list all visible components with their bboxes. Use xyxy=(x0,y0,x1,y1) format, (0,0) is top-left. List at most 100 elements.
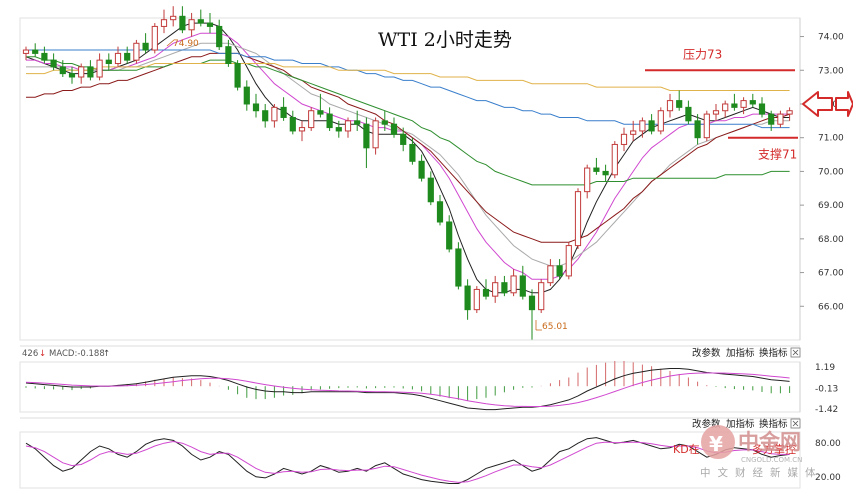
candle xyxy=(68,66,76,84)
candle xyxy=(602,164,609,182)
candle xyxy=(584,164,591,199)
candle xyxy=(381,110,388,131)
candle xyxy=(436,195,444,226)
candle xyxy=(363,117,370,169)
candle xyxy=(574,188,582,249)
candle xyxy=(32,43,39,57)
candle xyxy=(547,259,554,287)
macd-tick-label: 1.19 xyxy=(815,363,835,373)
kdj-add-indicator[interactable]: 加指标 xyxy=(726,418,755,430)
candle xyxy=(271,103,278,128)
candle xyxy=(335,120,342,138)
resistance-label: 压力73 xyxy=(683,47,722,61)
kdj-d-line xyxy=(25,440,790,483)
price-panel: 74.0073.0072.0071.0070.0069.0068.0067.00… xyxy=(19,6,853,341)
candle xyxy=(142,33,149,54)
candle xyxy=(289,110,296,135)
outline-arrow-icon xyxy=(802,91,853,117)
down-arrow-icon: ↓ xyxy=(39,349,46,359)
candle xyxy=(519,265,526,300)
candle xyxy=(114,46,122,67)
candle xyxy=(666,93,674,118)
price-tick-label: 73.00 xyxy=(818,66,844,76)
candle xyxy=(694,114,701,145)
candlesticks xyxy=(22,6,793,340)
candle xyxy=(786,107,793,121)
candle xyxy=(317,93,324,118)
candle xyxy=(473,286,480,314)
candle xyxy=(418,154,425,182)
candle xyxy=(243,80,250,111)
candle xyxy=(234,60,241,91)
candle xyxy=(620,127,628,152)
cngold-logo-icon xyxy=(701,425,735,459)
kdj-tick-label: 80.00 xyxy=(815,439,841,449)
macd-tick-label: -0.13 xyxy=(815,384,838,394)
macd-lines xyxy=(25,368,790,411)
support-label: 支撑71 xyxy=(758,147,797,162)
chart-title: WTI 2小时走势 xyxy=(378,29,512,51)
kdj-tick-labels: 80.00 20.00 xyxy=(815,439,841,483)
macd-switch-indicator[interactable]: 换指标 xyxy=(759,347,788,359)
price-tick-label: 70.00 xyxy=(818,167,844,177)
macd-dif-line xyxy=(25,368,790,411)
candle xyxy=(59,60,66,78)
candle xyxy=(464,279,471,320)
macd-edit-params[interactable]: 改参数 xyxy=(692,347,721,359)
macd-histogram xyxy=(25,361,791,401)
candle xyxy=(758,97,766,118)
macd-panel: 426 ↓ MACD:-0.188 ↑ 改参数 加指标 换指标 1.19 -0.1… xyxy=(19,345,838,415)
cngold-watermark: ¥ 中金网 CNGOLD.COM.CN 中文财经新媒体 xyxy=(700,425,816,479)
candle xyxy=(170,6,177,27)
up-arrow-icon: ↑ xyxy=(103,349,110,359)
price-tick-label: 66.00 xyxy=(818,302,844,312)
candle xyxy=(41,46,48,64)
price-tick-label: 71.00 xyxy=(818,134,844,144)
candle xyxy=(344,117,352,138)
candle xyxy=(455,242,462,290)
candle xyxy=(740,97,747,115)
candle xyxy=(206,12,214,34)
candle xyxy=(280,97,287,121)
macd-tick-label: -1.42 xyxy=(815,405,838,415)
candle xyxy=(124,46,131,64)
candle xyxy=(308,107,315,131)
kdj-tick-label: 20.00 xyxy=(815,473,841,483)
high-label: 74.90 xyxy=(173,39,199,49)
candle xyxy=(78,63,85,84)
candle xyxy=(22,46,30,61)
candle xyxy=(400,127,407,152)
candle xyxy=(326,107,333,131)
candle xyxy=(685,100,692,125)
candle xyxy=(731,93,738,111)
kdj-lines xyxy=(25,437,790,484)
price-tick-label: 67.00 xyxy=(818,269,844,279)
candle xyxy=(749,93,756,108)
candle xyxy=(225,39,232,67)
low-marker: 65.01 xyxy=(535,320,568,332)
candle xyxy=(197,9,204,27)
candle xyxy=(528,289,536,340)
candle xyxy=(492,275,499,303)
candle xyxy=(556,259,563,280)
candle xyxy=(446,215,453,253)
candle xyxy=(409,137,416,165)
candle xyxy=(703,110,710,142)
kdj-legend-fragment: KD在 xyxy=(673,443,700,456)
candle xyxy=(372,117,379,155)
watermark-url: CNGOLD.COM.CN xyxy=(741,456,802,464)
candle xyxy=(50,53,57,71)
candle xyxy=(390,117,398,138)
macd-close-icon[interactable] xyxy=(790,347,801,358)
price-tick-label: 68.00 xyxy=(818,235,844,245)
candle xyxy=(298,120,306,142)
candle xyxy=(565,242,572,280)
kdj-switch-indicator[interactable]: 换指标 xyxy=(759,418,788,430)
price-tick-label: 74.00 xyxy=(818,33,844,43)
cngold-logo-glyph: ¥ xyxy=(709,432,723,456)
kdj-close-icon[interactable] xyxy=(790,418,801,429)
macd-add-indicator[interactable]: 加指标 xyxy=(726,347,755,359)
candle xyxy=(510,269,517,297)
